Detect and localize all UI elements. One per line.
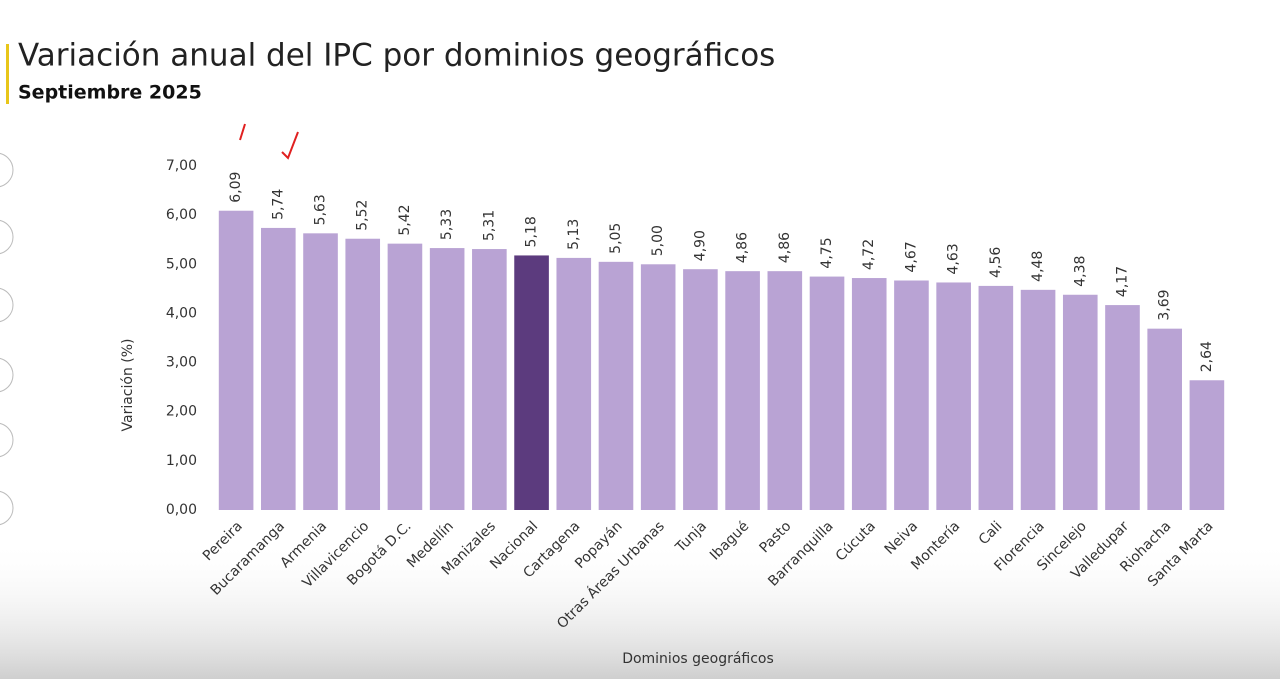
value-label: 5,74	[270, 189, 286, 220]
bar	[936, 282, 971, 510]
bar	[1020, 289, 1056, 510]
bar	[429, 248, 465, 510]
bar	[851, 278, 887, 510]
bar	[767, 271, 803, 510]
bar	[1105, 305, 1140, 510]
bar	[514, 255, 549, 510]
bar	[1147, 328, 1182, 510]
background-fade	[0, 540, 1280, 679]
y-tick-label: 5,00	[166, 256, 197, 272]
value-label: 5,18	[524, 216, 540, 247]
bar	[303, 233, 338, 510]
y-tick-label: 7,00	[166, 158, 197, 174]
value-label: 4,48	[1030, 251, 1046, 282]
y-axis-title: Variación (%)	[120, 339, 136, 432]
y-tick-label: 0,00	[166, 502, 197, 518]
chart-subtitle: Septiembre 2025	[18, 82, 202, 104]
bar	[556, 257, 592, 510]
y-tick-label: 2,00	[166, 404, 197, 420]
y-tick-label: 4,00	[166, 305, 197, 321]
value-label: 5,42	[397, 204, 413, 235]
value-label: 3,69	[1157, 289, 1173, 320]
bar	[894, 280, 929, 510]
value-label: 4,72	[861, 239, 877, 270]
value-label: 5,31	[481, 210, 497, 241]
value-label: 5,05	[608, 223, 624, 254]
value-label: 4,63	[946, 243, 962, 274]
y-tick-label: 3,00	[166, 355, 197, 371]
bar	[725, 271, 760, 510]
bar	[472, 249, 507, 510]
bar	[218, 210, 254, 510]
value-label: 5,63	[313, 194, 329, 225]
value-label: 6,09	[228, 172, 244, 203]
bar	[809, 276, 845, 510]
bar	[261, 227, 296, 511]
value-label: 4,86	[735, 232, 751, 263]
bar	[1189, 380, 1225, 510]
y-tick-label: 6,00	[166, 207, 197, 223]
value-label: 4,56	[988, 247, 1004, 278]
value-label: 4,90	[692, 230, 708, 261]
chart-title: Variación anual del IPC por dominios geo…	[18, 38, 775, 74]
y-tick-label: 1,00	[166, 453, 197, 469]
value-label: 4,38	[1072, 256, 1088, 287]
bar	[345, 238, 381, 510]
bar	[1062, 294, 1098, 510]
bar	[640, 264, 676, 510]
value-label: 5,00	[650, 225, 666, 256]
value-label: 2,64	[1199, 341, 1215, 372]
value-label: 4,75	[819, 237, 835, 268]
value-label: 4,86	[777, 232, 793, 263]
value-label: 5,52	[355, 200, 371, 231]
title-accent	[6, 44, 9, 104]
value-label: 4,17	[1114, 266, 1130, 297]
bar	[387, 243, 423, 510]
value-label: 4,67	[903, 241, 919, 272]
handwritten-check	[239, 123, 299, 160]
bar	[598, 261, 634, 510]
bar	[683, 269, 718, 510]
value-label: 5,33	[439, 209, 455, 240]
side-icons	[0, 152, 14, 526]
bar	[978, 285, 1014, 510]
x-axis-title: Dominios geográficos	[622, 651, 774, 667]
value-label: 5,13	[566, 219, 582, 250]
